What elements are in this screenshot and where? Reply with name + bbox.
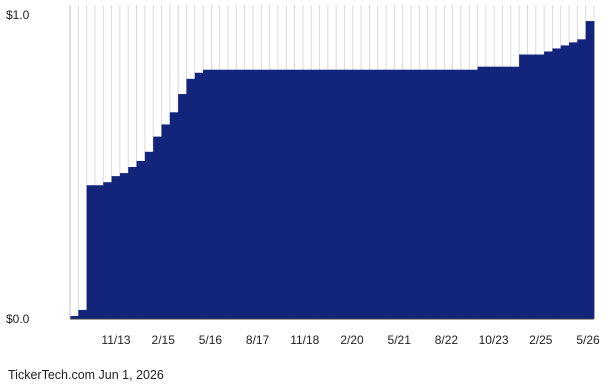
bar (502, 66, 512, 320)
bar (427, 69, 437, 319)
bar (302, 69, 312, 319)
bar (369, 69, 379, 319)
bar (277, 69, 287, 319)
bar (194, 72, 204, 319)
bar (402, 69, 412, 319)
bar (70, 315, 79, 319)
x-tick-label: 5/21 (388, 333, 412, 347)
x-tick-label: 11/18 (290, 333, 319, 347)
bar (435, 69, 445, 319)
bar (494, 66, 503, 320)
bar (352, 69, 362, 319)
bar (444, 69, 454, 319)
bar (519, 54, 528, 320)
bar (336, 69, 345, 319)
bar (327, 69, 337, 319)
x-tick-label: 2/15 (152, 333, 176, 347)
bar (535, 54, 545, 320)
x-tick-label: 5/26 (576, 333, 600, 347)
bar (585, 21, 595, 320)
bar (311, 69, 320, 319)
bar (294, 69, 304, 319)
bar (527, 54, 537, 320)
bar (460, 69, 470, 319)
bar (78, 309, 88, 319)
bar (186, 78, 196, 319)
bar (119, 173, 129, 319)
bar (244, 69, 254, 319)
x-tick-label: 2/20 (340, 333, 364, 347)
bar (469, 69, 478, 319)
bar (560, 45, 570, 320)
x-tick-label: 10/23 (479, 333, 509, 347)
bar (86, 185, 96, 319)
x-tick-label: 11/13 (101, 333, 130, 347)
y-tick-label: $0.0 (6, 312, 30, 326)
bar (153, 136, 162, 319)
bar (510, 66, 520, 320)
bar (485, 66, 495, 320)
bar (128, 167, 137, 319)
bar (169, 112, 179, 319)
bar (219, 69, 229, 319)
bar (228, 69, 237, 319)
bar (477, 66, 487, 320)
bar (252, 69, 262, 319)
bar (103, 182, 112, 319)
bar (269, 69, 279, 319)
x-tick-labels: 11/13 2/15 5/16 8/17 11/18 2/20 5/21 8/22 10/23 2… (101, 333, 600, 347)
bar (144, 151, 154, 319)
bar (569, 42, 578, 320)
bar (94, 185, 104, 319)
bar (161, 124, 171, 319)
bar (544, 51, 553, 319)
bar (111, 176, 121, 319)
bar (394, 69, 404, 319)
bar (419, 69, 429, 319)
bar (411, 69, 420, 319)
bar (452, 69, 462, 319)
x-tick-label: 8/17 (246, 333, 270, 347)
bar (386, 69, 395, 319)
axes (69, 5, 594, 320)
bar (286, 69, 295, 319)
source-credit: TickerTech.com Jun 1, 2026 (8, 368, 164, 382)
x-tick-label: 2/25 (529, 333, 553, 347)
bar (236, 69, 246, 319)
bar (136, 160, 146, 319)
bar (344, 69, 354, 319)
bar (552, 48, 562, 319)
bar (361, 69, 370, 319)
bar (211, 69, 221, 319)
bar (377, 69, 387, 319)
dividend-history-bar-chart: $1.0 $0.0 11/13 2/15 5/16 8/17 11/18 2/20 5/21 8… (6, 5, 600, 347)
x-tick-label: 5/16 (199, 333, 223, 347)
bars-group (70, 21, 595, 320)
bar (577, 39, 587, 319)
y-tick-labels: $1.0 $0.0 (6, 8, 30, 326)
x-tick-label: 8/22 (435, 333, 459, 347)
bar (261, 69, 271, 319)
bar (178, 94, 187, 319)
bar (203, 69, 212, 319)
bar (319, 69, 329, 319)
y-tick-label: $1.0 (6, 8, 30, 22)
